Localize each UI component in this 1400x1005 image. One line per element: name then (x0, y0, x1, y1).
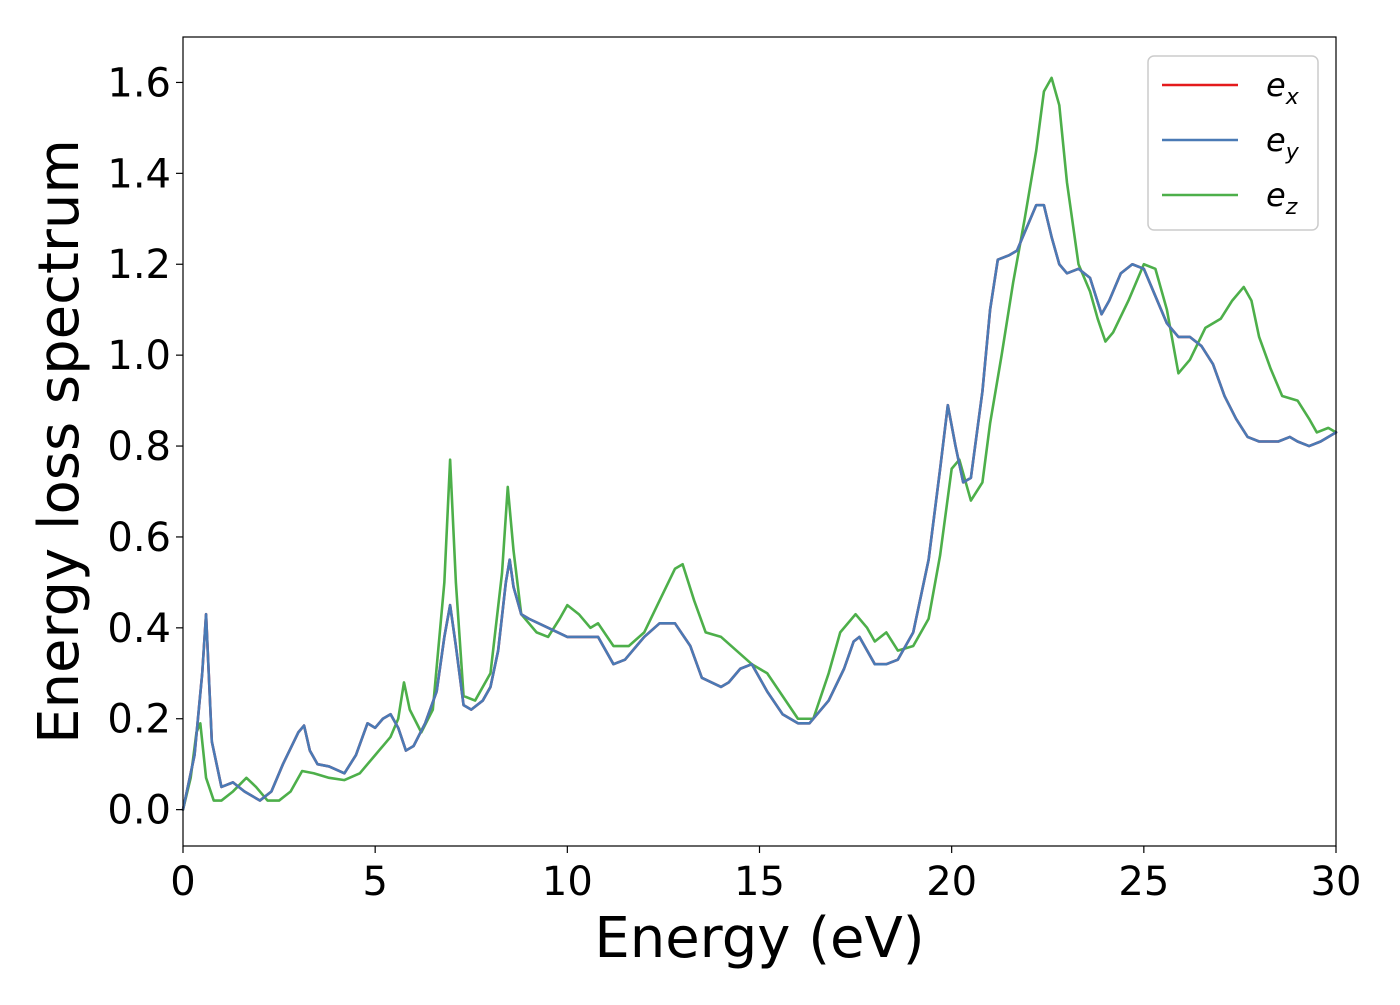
x-axis-label: Energy (eV) (594, 906, 924, 971)
legend-label-e-y: ey (1266, 121, 1300, 165)
legend-label-e-z: ez (1266, 176, 1298, 220)
legend-label-e-x: ex (1266, 66, 1300, 110)
x-tick-label: 5 (362, 859, 387, 905)
x-tick-label: 25 (1118, 859, 1169, 905)
y-axis-label: Energy loss spectrum (27, 139, 92, 744)
y-tick-label: 1.6 (107, 60, 171, 106)
legend-label-subscript: x (1285, 85, 1300, 110)
series-line-e-y (181, 203, 1338, 811)
series-line-e-z (181, 76, 1338, 811)
legend-label-subscript: y (1285, 140, 1300, 165)
x-tick-label: 15 (734, 859, 785, 905)
y-tick-label: 0.4 (107, 606, 171, 652)
y-axis-ticks: 0.0 0.2 0.4 0.6 0.8 1.0 1.2 1.4 1.6 (107, 60, 183, 834)
series-lines-layer (181, 76, 1338, 811)
y-tick-label: 1.2 (107, 242, 171, 288)
x-tick-label: 10 (542, 859, 593, 905)
x-axis-ticks: 0 5 10 15 20 25 30 (170, 846, 1361, 905)
x-tick-label: 30 (1311, 859, 1362, 905)
y-tick-label: 1.0 (107, 333, 171, 379)
y-tick-label: 0.6 (107, 515, 171, 561)
y-tick-label: 0.2 (107, 697, 171, 743)
x-tick-label: 20 (926, 859, 977, 905)
y-tick-label: 0.0 (107, 788, 171, 834)
legend-box (1147, 55, 1319, 231)
y-tick-label: 1.4 (107, 151, 171, 197)
legend-label-base: e (1266, 66, 1286, 104)
legend-label-subscript: z (1285, 195, 1298, 220)
legend-label-base: e (1266, 176, 1286, 214)
y-tick-label: 0.8 (107, 424, 171, 470)
x-tick-label: 0 (170, 859, 195, 905)
legend-label-base: e (1266, 121, 1286, 159)
